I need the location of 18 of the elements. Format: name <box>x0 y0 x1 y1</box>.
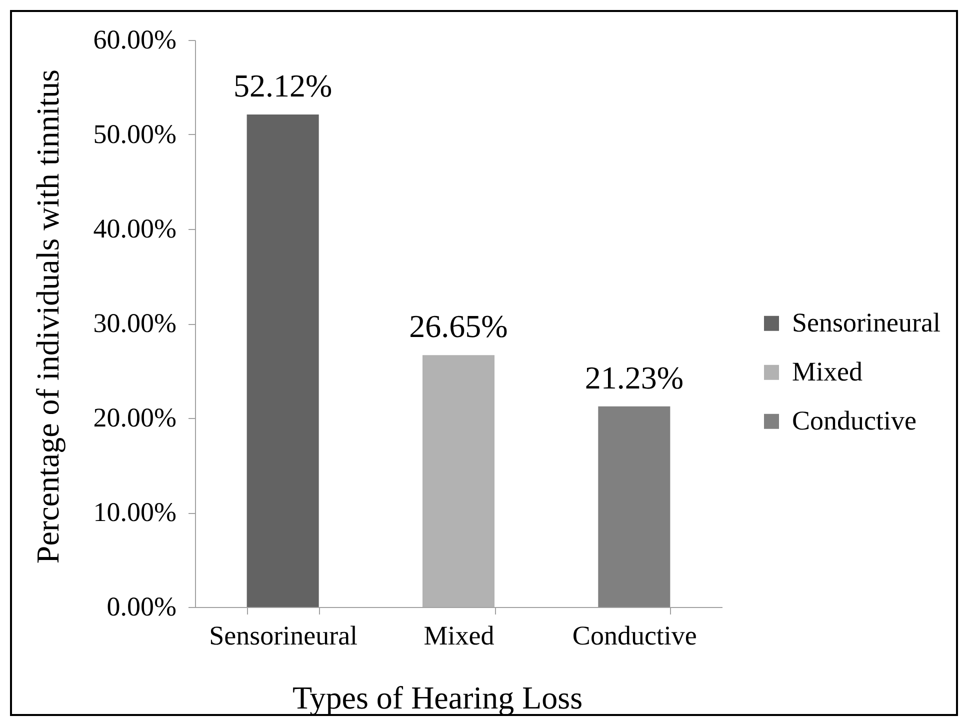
data-label: 26.65% <box>409 308 508 344</box>
y-tick-label: 50.00% <box>93 119 176 149</box>
x-tick-label: Conductive <box>572 620 697 650</box>
y-tick-label: 20.00% <box>93 402 176 432</box>
y-tick-label: 0.00% <box>106 592 176 622</box>
x-tick-label: Mixed <box>424 620 495 650</box>
x-tick-label: Sensorineural <box>209 620 358 650</box>
y-tick-label: 40.00% <box>93 214 176 244</box>
y-tick-label: 60.00% <box>93 24 176 54</box>
y-tick-label: 10.00% <box>93 497 176 527</box>
y-axis-title: Percentage of individuals with tinnitus <box>30 69 66 564</box>
legend-label: Sensorineural <box>792 307 940 338</box>
legend-label: Conductive <box>792 405 916 436</box>
y-tick-label: 30.00% <box>93 308 176 338</box>
x-axis-title: Types of Hearing Loss <box>292 680 583 716</box>
data-label: 21.23% <box>584 359 684 396</box>
data-label: 52.12% <box>234 67 332 104</box>
legend-label: Mixed <box>792 356 863 386</box>
